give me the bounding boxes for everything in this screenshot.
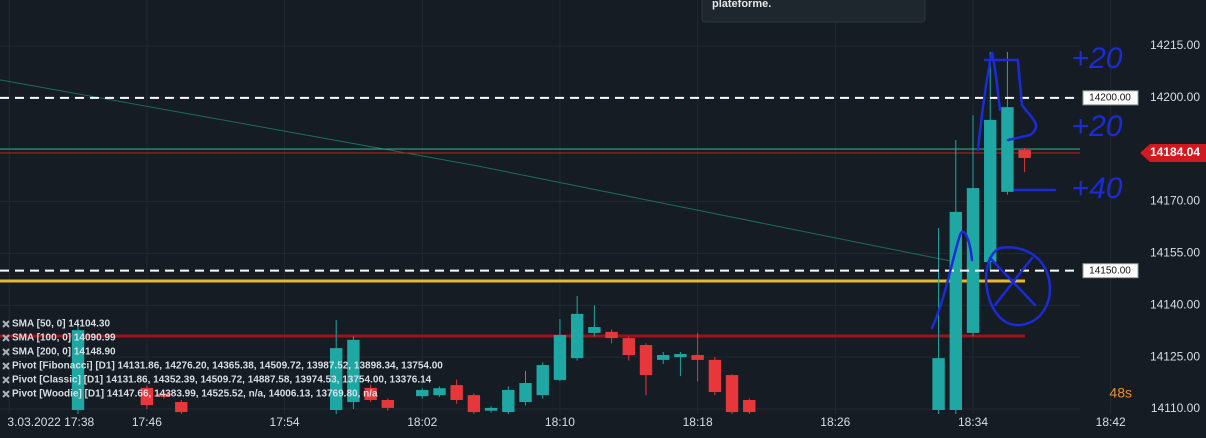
- x-tick-label: 18:10: [545, 415, 575, 429]
- legend-icon: [2, 390, 10, 398]
- candle-body: [416, 389, 429, 397]
- candle-body: [984, 119, 997, 263]
- annotation: +20: [1072, 42, 1123, 75]
- x-tick-label: 18:34: [958, 415, 988, 429]
- x-tick-label: 18:02: [407, 415, 437, 429]
- level-label: 14200.00: [1089, 92, 1131, 103]
- legend-entry: Pivot [Classic] [D1] 14131.86, 14352.39,…: [12, 375, 432, 386]
- popup: plateforme.: [701, 0, 926, 23]
- y-tick-label: 14215.00: [1150, 38, 1200, 52]
- candle-body: [536, 365, 549, 396]
- x-tick-label: 17:54: [270, 415, 300, 429]
- legend-icon: [2, 334, 10, 342]
- price-label: 14184.04: [1150, 145, 1200, 159]
- candle-body: [502, 389, 515, 413]
- legend-entry: SMA [200, 0] 14148.90: [12, 347, 116, 358]
- y-tick-label: 14200.00: [1150, 90, 1200, 104]
- y-tick-label: 14170.00: [1150, 194, 1200, 208]
- annotation: +20: [1072, 110, 1123, 143]
- candle-body: [708, 359, 722, 393]
- candle-body: [450, 385, 463, 400]
- candle-body: [743, 399, 756, 413]
- candle-body: [71, 330, 85, 410]
- annotation: +40: [1072, 172, 1123, 205]
- candle-body: [140, 387, 154, 406]
- countdown: 48s: [1109, 385, 1132, 401]
- popup-text: plateforme.: [712, 0, 771, 10]
- y-tick-label: 14140.00: [1150, 297, 1200, 311]
- candle-body: [381, 399, 395, 408]
- candle-body: [674, 353, 687, 358]
- candle-body: [949, 211, 962, 410]
- candle-body: [725, 375, 739, 413]
- candle-body: [519, 383, 532, 403]
- candle-body: [570, 313, 584, 359]
- candle-body: [364, 387, 377, 400]
- candle-body: [329, 348, 343, 410]
- candle-body: [347, 339, 360, 403]
- y-tick-label: 14125.00: [1150, 349, 1200, 363]
- candle-body: [588, 327, 601, 333]
- legend-entry: SMA [100, 0] 14090.99: [12, 333, 116, 344]
- x-tick-label: 18:18: [683, 415, 713, 429]
- legend-icon: [2, 362, 10, 370]
- candle-body: [622, 338, 635, 356]
- drawings: [930, 51, 1057, 330]
- candle-body: [657, 355, 670, 360]
- candle-body: [484, 407, 498, 411]
- level-label: 14150.00: [1089, 265, 1131, 276]
- candle-body: [467, 395, 481, 413]
- legend-icon: [2, 348, 10, 356]
- candle-body: [157, 393, 171, 397]
- price-tag: [1140, 144, 1206, 163]
- candle-body: [605, 331, 618, 339]
- x-tick-label: 3.03.2022 17:38: [7, 415, 94, 429]
- candle-body: [1018, 150, 1031, 158]
- legend-icon: [2, 320, 10, 328]
- x-tick-label: 18:26: [820, 415, 850, 429]
- y-tick-label: 14155.00: [1150, 246, 1200, 260]
- level-box: [1082, 263, 1139, 279]
- y-tick-label: 14110.00: [1151, 401, 1200, 415]
- candle-body: [932, 358, 945, 410]
- x-tick-label: 18:42: [1096, 415, 1126, 429]
- candle-body: [433, 388, 446, 396]
- legend-entry: Pivot [Fibonacci] [D1] 14131.86, 14276.2…: [12, 361, 443, 372]
- x-tick-label: 17:46: [132, 415, 162, 429]
- legend-entry: Pivot [Woodie] [D1] 14147.66, 14383.99, …: [12, 389, 378, 400]
- axes: 14110.00 14125.00 14140.00 14155.00 14170.00…: [2, 38, 1206, 429]
- candle-body: [553, 334, 567, 380]
- candle-body: [691, 355, 704, 360]
- sma-line: [0, 79, 956, 263]
- candle-body: [639, 345, 653, 376]
- legend-entry: SMA [50, 0] 14104.30: [12, 319, 110, 330]
- level-box: [1082, 90, 1139, 106]
- plot: [0, 51, 1080, 414]
- legend-icon: [2, 376, 10, 384]
- candle-body: [175, 402, 188, 413]
- candle-body: [1001, 107, 1014, 192]
